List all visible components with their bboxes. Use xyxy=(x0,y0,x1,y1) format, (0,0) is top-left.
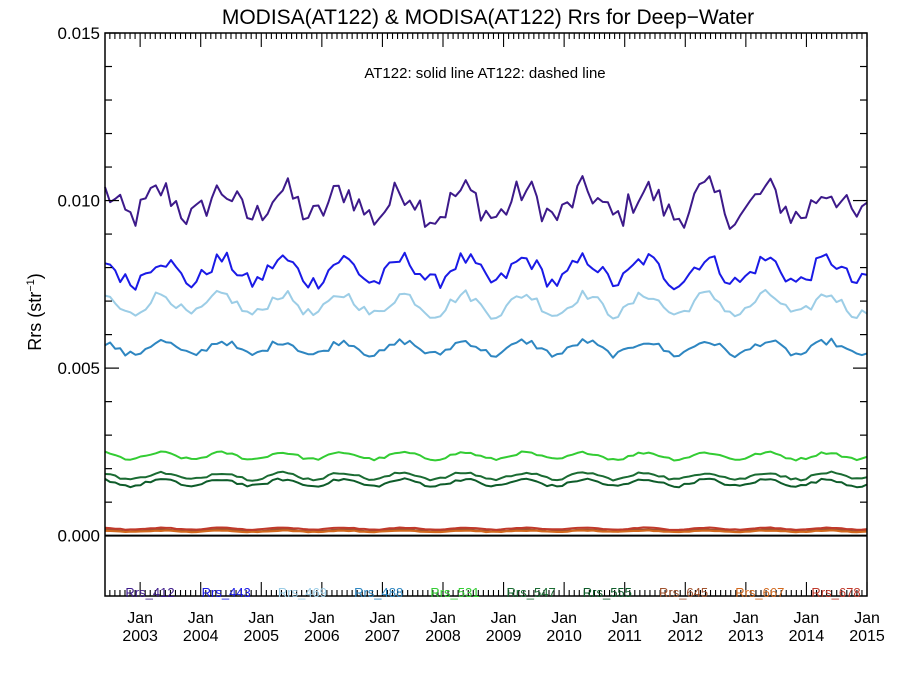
axes-layer: 0.0000.0050.0100.015Jan2003Jan2004Jan200… xyxy=(57,24,884,645)
x-tick-label-year: 2010 xyxy=(546,628,582,645)
legend-item-rrs-547: Rrs_547 xyxy=(507,585,556,600)
y-axis-label-main: Rrs (str xyxy=(25,292,45,351)
x-tick-label-month: Jan xyxy=(370,610,396,627)
legend-item-rrs-555: Rrs_555 xyxy=(583,585,632,600)
y-tick-label: 0.015 xyxy=(57,24,100,43)
chart-title: MODISA(AT122) & MODISA(AT122) Rrs for De… xyxy=(222,6,754,29)
series-line-rrs-531 xyxy=(104,450,868,462)
x-tick-label-year: 2006 xyxy=(304,628,340,645)
x-tick-label-month: Jan xyxy=(854,610,880,627)
x-tick-label-year: 2005 xyxy=(243,628,279,645)
series-line-rrs-488 xyxy=(104,337,868,359)
y-tick-label: 0.010 xyxy=(57,192,100,211)
x-tick-label-month: Jan xyxy=(309,610,335,627)
series-line-rrs-678 xyxy=(104,526,868,531)
x-tick-label-year: 2012 xyxy=(667,628,703,645)
x-tick-label-year: 2009 xyxy=(486,628,522,645)
series-line-rrs-547 xyxy=(104,470,868,482)
legend-item-rrs-667: Rrs_667 xyxy=(735,585,784,600)
x-tick-label-month: Jan xyxy=(551,610,577,627)
x-tick-label-year: 2008 xyxy=(425,628,461,645)
y-tick-label: 0.000 xyxy=(57,527,100,546)
series-line-rrs-667 xyxy=(104,529,868,534)
x-tick-label-year: 2015 xyxy=(849,628,885,645)
x-tick-label-month: Jan xyxy=(491,610,517,627)
line-style-annotation: AT122: solid line AT122: dashed line xyxy=(364,65,605,82)
series-line-rrs-469 xyxy=(104,288,868,320)
x-tick-label-month: Jan xyxy=(248,610,274,627)
series-line-rrs-555 xyxy=(104,477,868,489)
x-tick-label-month: Jan xyxy=(612,610,638,627)
legend-item-rrs-645: Rrs_645 xyxy=(659,585,708,600)
x-tick-label-year: 2011 xyxy=(608,628,643,645)
legend-item-rrs-443: Rrs_443 xyxy=(202,585,251,600)
legend-item-rrs-488: Rrs_488 xyxy=(354,585,403,600)
x-tick-label-year: 2007 xyxy=(365,628,401,645)
legend-item-rrs-531: Rrs_531 xyxy=(430,585,479,600)
y-tick-label: 0.005 xyxy=(57,359,100,378)
x-tick-label-month: Jan xyxy=(127,610,153,627)
x-tick-label-year: 2004 xyxy=(183,628,219,645)
x-tick-label-month: Jan xyxy=(733,610,759,627)
x-tick-label-year: 2014 xyxy=(789,628,825,645)
plot-frame xyxy=(104,32,868,597)
y-axis-label-close: ) xyxy=(25,273,45,279)
x-tick-label-month: Jan xyxy=(188,610,214,627)
series-layer xyxy=(104,175,868,534)
series-line-rrs-412 xyxy=(104,175,868,230)
x-tick-label-year: 2003 xyxy=(122,628,158,645)
x-tick-label-month: Jan xyxy=(672,610,698,627)
x-tick-label-year: 2013 xyxy=(728,628,764,645)
x-tick-label-month: Jan xyxy=(794,610,820,627)
legend: Rrs_412 Rrs_443 Rrs_469 Rrs_488 Rrs_531 Rrs_5… xyxy=(125,585,860,600)
series-line-rrs-443 xyxy=(104,251,868,291)
y-axis-label: Rrs (str−1) xyxy=(25,273,45,351)
x-tick-label-month: Jan xyxy=(430,610,456,627)
legend-item-rrs-678: Rrs_678 xyxy=(811,585,860,600)
y-axis-label-sup: −1 xyxy=(25,279,37,292)
legend-item-rrs-469: Rrs_469 xyxy=(278,585,327,600)
legend-item-rrs-412: Rrs_412 xyxy=(125,585,174,600)
